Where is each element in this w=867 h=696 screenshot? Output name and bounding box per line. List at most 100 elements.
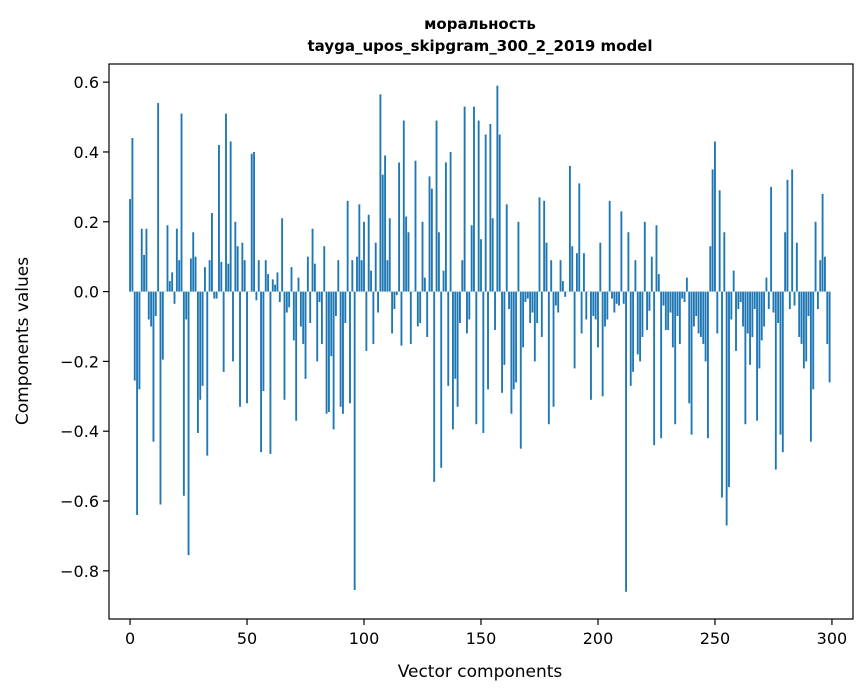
- bar-22: [180, 113, 183, 292]
- bar-8: [147, 291, 150, 320]
- bar-276: [774, 291, 777, 470]
- bar-99: [360, 260, 363, 292]
- bar-259: [735, 291, 737, 351]
- bar-267: [753, 291, 756, 310]
- bar-135: [444, 162, 447, 292]
- bar-142: [461, 260, 464, 292]
- bar-123: [416, 291, 419, 327]
- bar-227: [660, 291, 663, 439]
- bar-21: [178, 260, 181, 292]
- bar-42: [227, 263, 230, 292]
- bar-189: [571, 246, 574, 292]
- bar-212: [625, 291, 627, 592]
- bar-163: [510, 291, 513, 414]
- y-tick-label: 0.6: [74, 73, 99, 92]
- bar-251: [716, 291, 719, 334]
- bar-219: [641, 291, 644, 337]
- bar-180: [550, 260, 553, 292]
- bar-277: [777, 291, 780, 323]
- bar-94: [349, 291, 351, 404]
- bar-237: [683, 291, 686, 303]
- bar-245: [702, 291, 705, 344]
- bar-103: [370, 270, 372, 292]
- bar-93: [346, 200, 349, 292]
- bar-200: [597, 291, 599, 348]
- bar-250: [714, 141, 716, 292]
- bar-9: [150, 291, 153, 327]
- bar-242: [695, 291, 698, 317]
- bar-34: [208, 260, 211, 292]
- bars-group: [129, 85, 831, 592]
- bar-240: [690, 291, 693, 435]
- bar-19: [173, 291, 176, 304]
- bar-77: [309, 291, 312, 323]
- bar-38: [218, 144, 220, 292]
- bar-174: [536, 291, 539, 323]
- bar-73: [299, 291, 302, 327]
- bar-172: [531, 291, 534, 313]
- bar-50: [246, 291, 248, 404]
- bar-66: [283, 291, 286, 400]
- bar-248: [709, 246, 712, 292]
- bar-31: [201, 291, 204, 386]
- bar-5: [140, 228, 143, 292]
- bar-284: [793, 291, 796, 306]
- bar-296: [821, 193, 824, 292]
- bar-44: [232, 291, 234, 362]
- y-tick-label: −0.2: [60, 352, 99, 371]
- bar-151: [482, 291, 485, 433]
- bar-299: [828, 291, 831, 383]
- bar-39: [220, 261, 223, 292]
- bar-85: [327, 291, 330, 412]
- bar-81: [318, 291, 321, 303]
- bar-280: [784, 232, 787, 292]
- bar-243: [697, 291, 700, 334]
- bar-105: [374, 242, 377, 292]
- bar-234: [676, 291, 679, 317]
- bar-214: [629, 291, 632, 386]
- bar-57: [262, 291, 265, 392]
- bar-262: [742, 291, 744, 327]
- bar-160: [503, 291, 506, 365]
- bar-209: [618, 291, 620, 306]
- bar-113: [393, 291, 396, 310]
- bar-286: [798, 291, 801, 337]
- bar-76: [306, 256, 309, 292]
- bar-136: [447, 291, 450, 386]
- bar-155: [491, 218, 494, 292]
- bar-10: [152, 291, 155, 442]
- bar-3: [136, 291, 139, 515]
- bar-47: [239, 291, 241, 407]
- bar-122: [414, 160, 417, 292]
- bar-255: [725, 291, 728, 526]
- bar-70: [292, 291, 295, 341]
- bar-226: [657, 274, 660, 292]
- bar-75: [304, 291, 307, 379]
- bar-18: [171, 272, 174, 292]
- bar-83: [323, 246, 326, 292]
- bar-17: [168, 281, 171, 292]
- bar-7: [145, 228, 148, 292]
- bar-165: [515, 291, 518, 383]
- bar-100: [363, 221, 365, 292]
- bar-102: [367, 214, 370, 292]
- bar-186: [564, 291, 567, 297]
- bar-215: [632, 291, 635, 372]
- bar-241: [692, 291, 695, 327]
- bar-261: [739, 291, 742, 303]
- bar-282: [788, 291, 791, 310]
- bar-232: [671, 291, 674, 348]
- bar-298: [826, 291, 829, 344]
- bar-254: [723, 232, 726, 292]
- bar-213: [627, 232, 630, 292]
- bar-54: [255, 291, 258, 301]
- bar-96: [353, 291, 356, 591]
- bar-89: [337, 260, 340, 292]
- bar-33: [206, 291, 209, 456]
- bar-69: [290, 267, 293, 292]
- bar-154: [489, 124, 492, 292]
- bar-125: [421, 221, 424, 292]
- y-axis-ticks: 0.6 0.4 0.2 0.0 −0.2 −0.4 −0.6 −0.8: [60, 73, 109, 581]
- bar-222: [648, 291, 651, 311]
- bar-158: [498, 134, 501, 292]
